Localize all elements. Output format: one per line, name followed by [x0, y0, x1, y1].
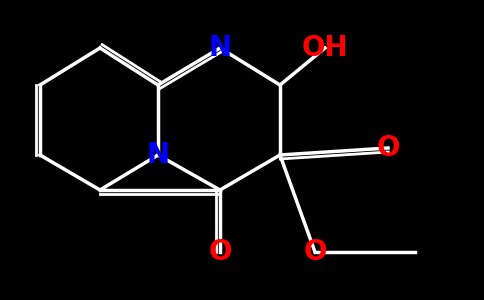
Text: O: O — [208, 238, 232, 266]
Text: O: O — [303, 238, 327, 266]
Text: OH: OH — [302, 34, 348, 62]
Text: N: N — [209, 34, 231, 62]
Text: N: N — [147, 141, 169, 169]
Text: O: O — [376, 134, 400, 162]
